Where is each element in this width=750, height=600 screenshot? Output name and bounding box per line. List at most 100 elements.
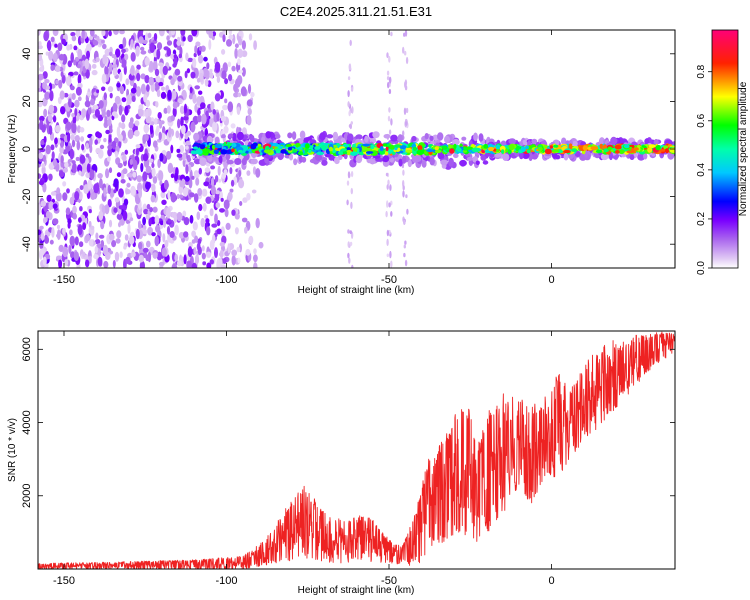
spectrogram-cell (590, 146, 599, 150)
spectrogram-cell (158, 261, 165, 267)
spectrogram-cell (346, 199, 349, 206)
spectrogram-cell (78, 217, 82, 223)
spectrogram-cell (123, 198, 129, 206)
spectrogram-cell (154, 215, 160, 225)
spectrogram-cell (49, 90, 54, 102)
spectrogram-cell (114, 95, 121, 105)
spectrogram-cell (172, 101, 178, 110)
spectrogram-cell (437, 132, 444, 141)
spectrogram-cell (130, 52, 136, 62)
spectrogram-cell (97, 256, 103, 266)
spectrogram-cell (152, 206, 158, 213)
spectrogram-cell (52, 115, 57, 123)
spectrogram-xtick-label: -100 (215, 274, 237, 286)
spectrogram-cell (214, 192, 220, 203)
spectrogram-cell (447, 144, 452, 149)
spectrogram-cell (78, 170, 82, 176)
spectrogram-cell (201, 245, 205, 252)
spectrogram-cell (159, 120, 163, 129)
spectrogram-cell (238, 30, 243, 37)
spectrogram-cell (176, 260, 182, 267)
spectrogram-cell (148, 217, 152, 227)
spectrogram-cell (159, 30, 165, 37)
spectrogram-cell (74, 135, 81, 143)
spectrogram-cell (633, 147, 639, 151)
spectrogram-cell (112, 66, 118, 76)
spectrogram-cell (211, 156, 219, 161)
spectrogram-cell (180, 30, 186, 36)
spectrogram-cell (228, 133, 234, 139)
spectrogram-cell (131, 95, 136, 103)
spectrogram-cell (95, 147, 101, 154)
spectrogram-cell (278, 145, 284, 150)
spectrogram-cell (38, 73, 44, 81)
spectrogram-cell (48, 201, 55, 210)
spectrogram-cell (76, 140, 81, 151)
spectrogram-cell (71, 113, 76, 118)
spectrogram-cell (231, 249, 238, 257)
spectrogram-cell (202, 261, 207, 266)
spectrogram-cell (130, 251, 136, 258)
spectrogram-cell (38, 78, 41, 89)
spectrogram-cell (246, 192, 251, 201)
spectrogram-cell (207, 108, 213, 113)
spectrogram-cell (89, 169, 95, 180)
spectrogram-cell (107, 144, 113, 150)
spectrogram-cell (38, 152, 44, 160)
spectrogram-cell (225, 152, 231, 161)
spectrogram-cell (263, 149, 272, 154)
spectrogram-cell (237, 58, 241, 66)
spectrogram-cell (471, 147, 480, 153)
spectrogram-cell (347, 252, 350, 259)
spectrogram-cell (198, 203, 203, 212)
spectrogram-cell (507, 149, 512, 155)
spectrogram-cell (459, 159, 467, 167)
spectrogram-cell (85, 142, 90, 150)
spectrogram-cell (502, 153, 510, 161)
spectrogram-cell (116, 213, 123, 220)
spectrogram-cell (140, 50, 147, 55)
spectrogram-cell (129, 158, 133, 165)
spectrogram-cell (246, 170, 251, 176)
spectrogram-cell (52, 30, 59, 37)
spectrogram-cell (299, 130, 306, 140)
spectrogram-cell (103, 92, 108, 101)
spectrogram-cell (159, 220, 164, 226)
spectrogram-cell (319, 132, 326, 141)
spectrogram-cell (230, 179, 235, 187)
spectrogram-cell (669, 147, 675, 153)
spectrogram-cell (209, 259, 214, 265)
spectrogram-cell (166, 35, 170, 41)
spectrogram-cell (65, 207, 71, 215)
spectrogram-cell (240, 86, 247, 97)
spectrogram-cell (398, 158, 403, 167)
spectrogram-cell (174, 68, 181, 76)
spectrogram-cell (181, 178, 186, 188)
snr-xlabel: Height of straight line (km) (298, 585, 415, 596)
spectrogram-cell (81, 30, 85, 39)
spectrogram-cell (166, 226, 171, 235)
spectrogram-cell (132, 171, 137, 178)
spectrogram-cell (65, 121, 72, 131)
spectrogram-cell (58, 259, 63, 268)
spectrogram-cell (192, 146, 199, 150)
spectrogram-cell (186, 260, 192, 268)
spectrogram-cell (350, 187, 353, 195)
spectrogram-cell (79, 127, 85, 133)
spectrogram-cell (125, 256, 131, 265)
spectrogram-cell (234, 227, 239, 235)
spectrogram-cell (173, 38, 178, 48)
spectrogram-cell (167, 218, 172, 224)
spectrogram-cell (389, 184, 392, 192)
spectrogram-cell (241, 217, 248, 223)
spectrogram-cell (199, 95, 205, 103)
spectrogram-cell (189, 214, 194, 224)
spectrogram-cell (198, 46, 202, 51)
spectrogram-cell (242, 197, 248, 203)
spectrogram-cell (74, 99, 80, 108)
spectrogram-cell (226, 159, 234, 165)
spectrogram-cell (643, 152, 648, 160)
spectrogram-cell (183, 231, 189, 238)
spectrogram-cell (38, 237, 41, 243)
spectrogram-cell (221, 172, 227, 179)
